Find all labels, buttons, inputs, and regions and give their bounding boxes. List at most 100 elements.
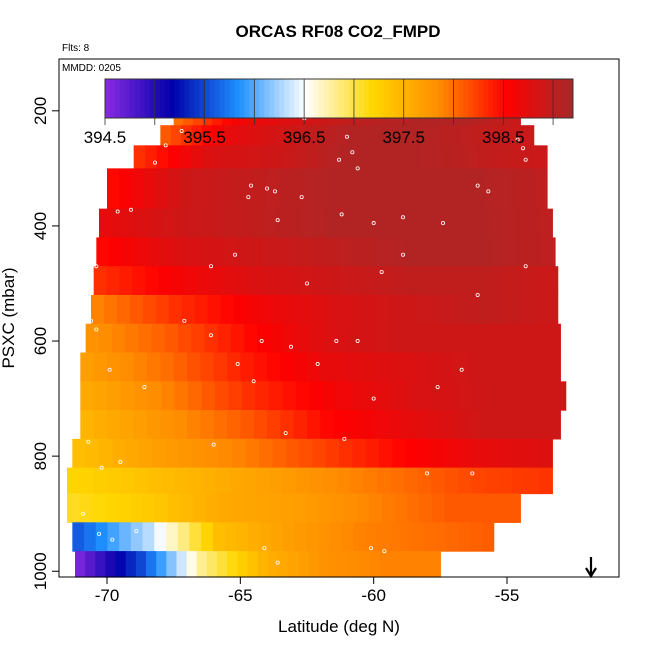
heatmap-cell-2-7	[214, 145, 227, 169]
colorbar-segment-64	[423, 79, 430, 118]
colorbar-segment-52	[363, 79, 370, 118]
heatmap-cell-11-11	[227, 410, 241, 440]
heatmap-cell-12-11	[219, 438, 233, 469]
heatmap-cell-7-32	[505, 294, 520, 325]
heatmap-cell-6-12	[248, 266, 262, 296]
flight-track-point-69	[342, 436, 347, 441]
heatmap-cell-6-14	[274, 266, 288, 296]
heatmap-cell-8-4	[138, 323, 153, 354]
colorbar-segment-40	[304, 79, 310, 118]
heatmap-cell-10-28	[457, 381, 472, 411]
heatmap-cell-9-26	[427, 352, 441, 382]
heatmap-cell-1-10	[264, 125, 276, 146]
heatmap-cell-7-9	[207, 294, 222, 325]
y-axis-label: PSXC (mbar)	[0, 267, 18, 368]
heatmap-cell-16-35	[430, 551, 441, 578]
heatmap-cell-13-12	[228, 467, 243, 495]
colorbar-segment-53	[368, 79, 375, 118]
heatmap-cell-12-20	[339, 438, 353, 469]
colorbar-segment-73	[468, 79, 474, 118]
heatmap-cell-4-8	[199, 208, 213, 239]
heatmap-cell-15-15	[247, 522, 261, 552]
heatmap-cell-8-32	[507, 323, 522, 354]
heatmap-cell-6-29	[467, 266, 481, 296]
heatmap-cell-6-35	[544, 266, 559, 296]
heatmap-cell-2-33	[512, 145, 525, 169]
heatmap-cell-16-21	[288, 551, 299, 578]
x-tick-label-1: -65	[228, 586, 253, 605]
heatmap-cell-12-13	[245, 438, 260, 469]
heatmap-cell-3-17	[314, 168, 328, 210]
heatmap-cell-14-7	[155, 493, 169, 523]
heatmap-cell-3-0	[107, 168, 120, 210]
heatmap-cell-3-25	[412, 168, 426, 210]
heatmap-cell-11-34	[533, 410, 548, 440]
heatmap-cell-5-23	[389, 237, 403, 267]
heatmap-cell-4-26	[426, 208, 440, 239]
heatmap-cell-15-28	[400, 522, 413, 552]
flight-track-point-64	[86, 439, 91, 444]
heatmap-cell-6-34	[531, 266, 546, 296]
flight-track-point-28	[272, 189, 277, 194]
heatmap-cell-14-5	[129, 493, 144, 523]
heatmap-cell-15-25	[364, 522, 378, 552]
heatmap-cell-16-2	[95, 551, 107, 578]
heatmap-cell-15-9	[177, 522, 190, 552]
heatmap-cell-12-7	[165, 438, 180, 469]
flight-track-point-21	[515, 137, 520, 142]
flight-track-point-66	[118, 459, 123, 464]
heatmap-cell-13-13	[242, 467, 257, 495]
heatmap-cell-10-26	[430, 381, 445, 411]
heatmap-cell-7-21	[363, 294, 377, 325]
heatmap-cell-16-4	[115, 551, 127, 578]
y-tick-label-1: 400	[31, 212, 50, 240]
heatmap-cell-2-3	[168, 145, 181, 169]
heatmap-cell-8-16	[296, 323, 311, 354]
heatmap-cell-14-25	[381, 493, 395, 523]
heatmap-cell-9-7	[173, 352, 188, 382]
heatmap-cell-10-29	[471, 381, 486, 411]
heatmap-cell-3-1	[119, 168, 133, 210]
heatmap-cell-11-20	[347, 410, 361, 440]
colorbar-segment-15	[179, 79, 186, 118]
heatmap-cell-7-20	[350, 294, 364, 325]
colorbar-segment-43	[319, 79, 325, 118]
colorbar-segment-90	[553, 79, 559, 118]
colorbar-segment-36	[284, 79, 290, 118]
colorbar-segment-84	[523, 79, 529, 118]
heatmap-cell-10-25	[417, 381, 432, 411]
flight-track-point-75	[134, 528, 139, 533]
heatmap-cell-13-26	[417, 467, 432, 495]
heatmap-cell-13-20	[336, 467, 351, 495]
heatmap-cell-12-14	[259, 438, 273, 469]
heatmap-cell-16-13	[206, 551, 218, 578]
heatmap-cell-5-26	[427, 237, 441, 267]
heatmap-cell-9-2	[107, 352, 121, 382]
heatmap-cell-15-6	[142, 522, 155, 552]
colorbar-segment-34	[274, 79, 280, 118]
heatmap-cell-7-2	[116, 294, 131, 325]
flight-track-point-62	[435, 385, 440, 390]
colorbar-segment-67	[438, 79, 445, 118]
heatmap-cell-13-22	[363, 467, 378, 495]
heatmap-cell-6-25	[415, 266, 430, 296]
flight-track-point-30	[475, 183, 480, 188]
heatmap-cell-7-33	[518, 294, 533, 325]
colorbar-segment-92	[563, 79, 569, 118]
heatmap-cell-9-31	[493, 352, 508, 382]
heatmap-cell-12-21	[352, 438, 367, 469]
flight-track-point-37	[371, 221, 376, 226]
heatmap-cell-12-19	[325, 438, 340, 469]
heatmap-cell-11-6	[160, 410, 175, 440]
heatmap-cell-9-35	[547, 352, 561, 382]
heatmap-cell-15-1	[84, 522, 97, 552]
heatmap-cell-9-28	[453, 352, 468, 382]
colorbar-tick-label-1: 395.5	[183, 128, 226, 147]
heatmap-cell-4-23	[388, 208, 402, 239]
flight-track-point-59	[251, 379, 256, 384]
heatmap-cell-1-15	[315, 125, 327, 146]
colorbar-tick-label-4: 398.5	[482, 128, 525, 147]
flight-track-point-18	[350, 150, 355, 155]
heatmap-cell-14-23	[356, 493, 370, 523]
heatmap-cell-16-7	[146, 551, 157, 578]
